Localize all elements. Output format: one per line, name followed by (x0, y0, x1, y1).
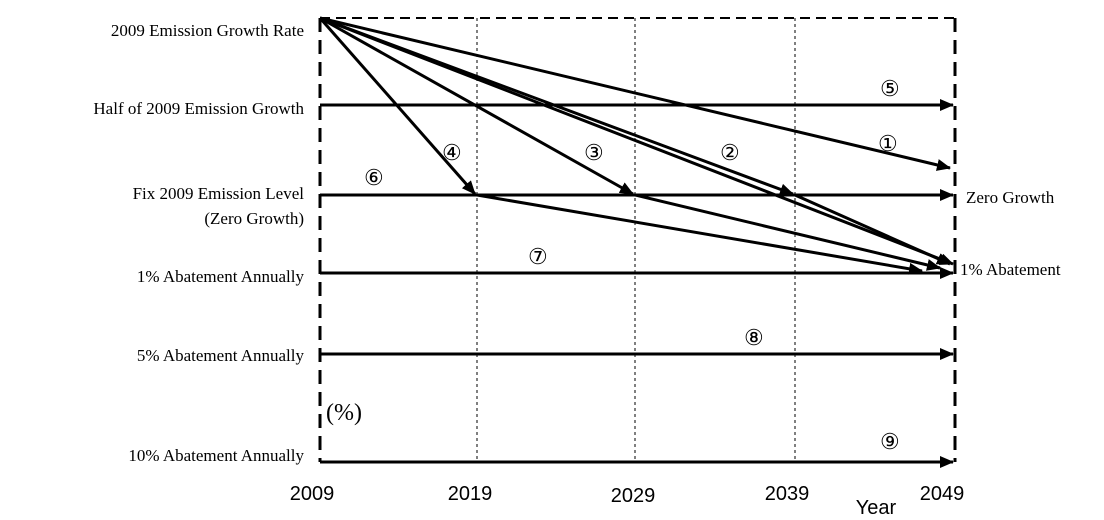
row-label-half-growth: Half of 2009 Emission Growth (93, 99, 304, 118)
year-label-2049: 2049 (920, 483, 965, 505)
row-label-1pct: 1% Abatement Annually (137, 267, 305, 286)
arrow-scenario-4-b (476, 193, 923, 275)
row-label-5pct: 5% Abatement Annually (137, 346, 305, 365)
row-label-fix-level: Fix 2009 Emission Level (133, 184, 305, 203)
arrow-scenario-3-a (319, 16, 634, 196)
arrow-scenario-3-b (634, 193, 941, 271)
arrow-scenario-2-direct (319, 16, 954, 266)
arrow-scenario-1 (319, 16, 951, 171)
horizontal-arrows (320, 99, 954, 468)
arrow-scenario-4-a (318, 17, 477, 195)
row-label-growth-rate: 2009 Emission Growth Rate (111, 21, 304, 40)
scenario-marker-2: ② (720, 140, 740, 165)
scenario-marker-8: ⑧ (744, 325, 764, 350)
scenario-markers: ⑤ ① ④ ③ ② ⑥ ⑦ ⑧ ⑨ (364, 76, 900, 454)
end-label-zero-growth: Zero Growth (966, 188, 1055, 207)
scenario-marker-5: ⑤ (880, 76, 900, 101)
unit-label: (%) (326, 400, 362, 426)
row-label-10pct: 10% Abatement Annually (128, 446, 304, 465)
row-label-zero-growth: (Zero Growth) (204, 209, 304, 228)
year-label-2019: 2019 (448, 483, 493, 505)
end-labels: Zero Growth 1% Abatement (960, 188, 1061, 279)
axis-label-year: Year (856, 497, 897, 519)
scenario-marker-4: ④ (442, 140, 462, 165)
scenario-marker-7: ⑦ (528, 244, 548, 269)
frame (318, 17, 957, 462)
scenario-marker-9: ⑨ (880, 429, 900, 454)
year-label-2009: 2009 (290, 483, 335, 505)
row-labels: 2009 Emission Growth Rate Half of 2009 E… (93, 21, 304, 465)
scenario-marker-6: ⑥ (364, 165, 384, 190)
scenario-marker-1: ① (878, 131, 898, 156)
year-axis: 2009 2019 2029 2039 2049 Year (290, 483, 965, 519)
converging-arrows (319, 16, 954, 275)
scenario-marker-3: ③ (584, 140, 604, 165)
end-label-1pct-abatement: 1% Abatement (960, 260, 1061, 279)
year-label-2029: 2029 (611, 485, 656, 507)
year-label-2039: 2039 (765, 483, 810, 505)
